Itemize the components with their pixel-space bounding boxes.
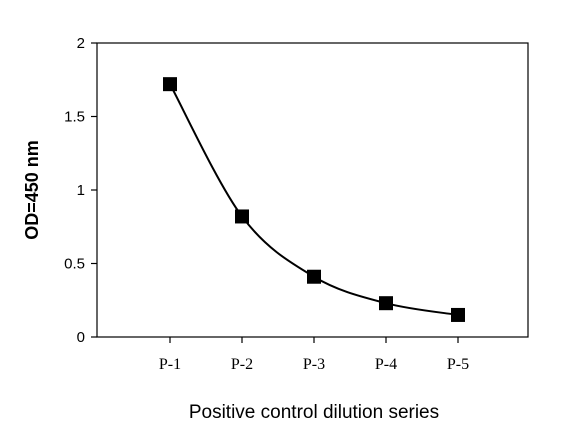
data-point-p-3 bbox=[307, 269, 321, 284]
data-point-p-2 bbox=[235, 209, 249, 224]
y-tick-label: 0 bbox=[77, 329, 85, 346]
data-markers bbox=[163, 77, 465, 322]
plot-frame bbox=[96, 42, 529, 338]
x-tick-label: P-2 bbox=[231, 356, 253, 373]
x-axis-label: Positive control dilution series bbox=[189, 402, 439, 423]
data-point-p-1 bbox=[163, 77, 177, 92]
x-tick-label: P-4 bbox=[375, 356, 397, 373]
x-tick-label: P-5 bbox=[447, 356, 469, 373]
x-axis: P-1 P-2 P-3 P-4 P-5 bbox=[159, 337, 469, 373]
x-tick-label: P-1 bbox=[159, 356, 181, 373]
y-tick-label: 1 bbox=[77, 182, 85, 199]
data-point-p-4 bbox=[379, 296, 393, 311]
x-tick-label: P-3 bbox=[303, 356, 325, 373]
y-tick-label: 1.5 bbox=[64, 109, 85, 126]
y-axis: 0 0.5 1 1.5 2 bbox=[64, 35, 97, 346]
y-tick-label: 0.5 bbox=[64, 256, 85, 273]
data-point-p-5 bbox=[451, 307, 465, 322]
y-axis-label: OD=450 nm bbox=[22, 140, 42, 240]
series-line bbox=[169, 83, 459, 316]
y-tick-label: 2 bbox=[77, 35, 85, 52]
